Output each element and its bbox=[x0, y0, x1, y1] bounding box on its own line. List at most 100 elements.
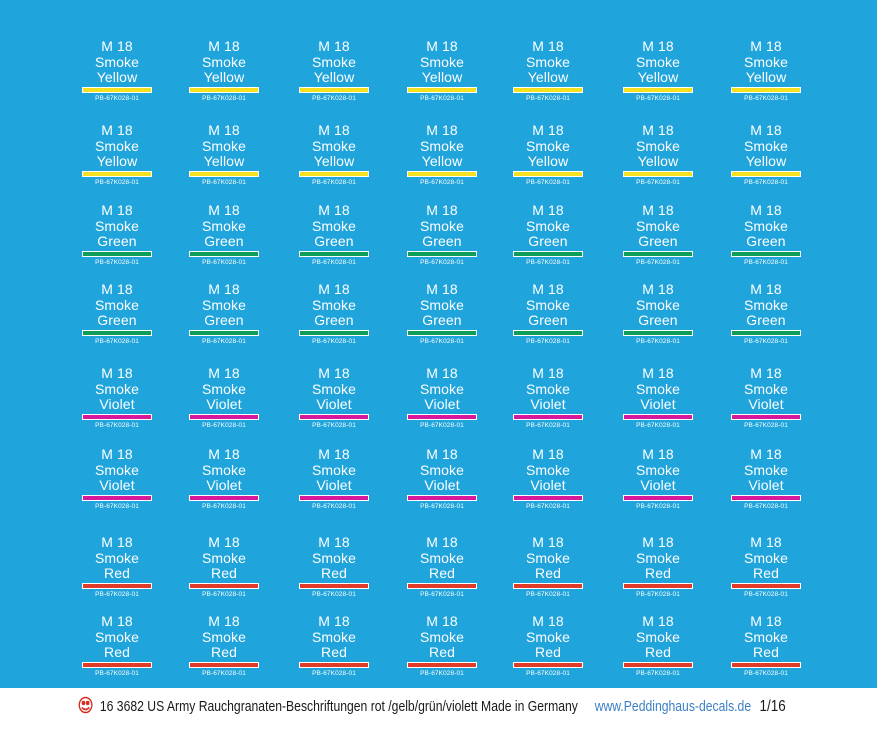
website-link[interactable]: www.Peddinghaus-decals.de bbox=[594, 699, 752, 715]
decal-type: Smoke bbox=[743, 53, 789, 70]
color-stripe bbox=[189, 86, 259, 93]
decal-code: PB-67K028-01 bbox=[95, 502, 139, 510]
decal-color: Yellow bbox=[96, 153, 138, 169]
color-stripe bbox=[82, 661, 152, 668]
decal-model: M 18 bbox=[318, 613, 350, 629]
decal-type: Smoke bbox=[419, 628, 465, 645]
color-stripe bbox=[189, 661, 259, 668]
color-stripe bbox=[299, 170, 369, 177]
decal-color: Yellow bbox=[421, 69, 463, 85]
decal-code: PB-67K028-01 bbox=[312, 590, 356, 598]
decal-green: M 18 Smoke Green PB-67K028-01 bbox=[292, 281, 376, 347]
decal-green: M 18 Smoke Green PB-67K028-01 bbox=[292, 202, 376, 268]
decal-type: Smoke bbox=[201, 628, 247, 645]
decal-model: M 18 bbox=[426, 365, 458, 381]
decal-green: M 18 Smoke Green PB-67K028-01 bbox=[506, 202, 590, 268]
decal-code: PB-67K028-01 bbox=[744, 421, 788, 429]
decal-violet: M 18 Smoke Violet PB-67K028-01 bbox=[400, 446, 484, 512]
decal-color: Violet bbox=[640, 477, 676, 493]
decal-color: Violet bbox=[316, 477, 352, 493]
decal-red: M 18 Smoke Red PB-67K028-01 bbox=[506, 534, 590, 600]
decal-code: PB-67K028-01 bbox=[744, 337, 788, 345]
decal-red: M 18 Smoke Red PB-67K028-01 bbox=[182, 534, 266, 600]
decal-code: PB-67K028-01 bbox=[312, 337, 356, 345]
decal-code: PB-67K028-01 bbox=[202, 502, 246, 510]
color-stripe bbox=[82, 250, 152, 257]
decal-color: Violet bbox=[530, 477, 566, 493]
decal-code: PB-67K028-01 bbox=[95, 258, 139, 266]
decal-violet: M 18 Smoke Violet PB-67K028-01 bbox=[616, 446, 700, 512]
decal-type: Smoke bbox=[419, 296, 465, 313]
color-stripe bbox=[189, 170, 259, 177]
decal-yellow: M 18 Smoke Yellow PB-67K028-01 bbox=[292, 38, 376, 104]
color-stripe bbox=[513, 250, 583, 257]
decal-color: Red bbox=[753, 565, 779, 581]
decal-yellow: M 18 Smoke Yellow PB-67K028-01 bbox=[724, 38, 808, 104]
peddinghaus-logo-icon bbox=[78, 696, 93, 714]
decal-color: Green bbox=[528, 312, 568, 328]
decal-model: M 18 bbox=[208, 534, 240, 550]
decal-type: Smoke bbox=[525, 217, 571, 234]
decal-model: M 18 bbox=[642, 38, 674, 54]
decal-color: Yellow bbox=[637, 69, 679, 85]
decal-yellow: M 18 Smoke Yellow PB-67K028-01 bbox=[182, 38, 266, 104]
decal-type: Smoke bbox=[743, 137, 789, 154]
decal-code: PB-67K028-01 bbox=[636, 669, 680, 677]
decal-type: Smoke bbox=[525, 380, 571, 397]
decal-green: M 18 Smoke Green PB-67K028-01 bbox=[400, 281, 484, 347]
decal-model: M 18 bbox=[642, 534, 674, 550]
decal-color: Violet bbox=[530, 396, 566, 412]
color-stripe bbox=[189, 494, 259, 501]
decal-model: M 18 bbox=[318, 122, 350, 138]
decal-model: M 18 bbox=[208, 613, 240, 629]
decal-type: Smoke bbox=[525, 628, 571, 645]
color-stripe bbox=[189, 413, 259, 420]
color-stripe bbox=[513, 661, 583, 668]
decal-color: Red bbox=[104, 644, 130, 660]
decal-code: PB-67K028-01 bbox=[95, 669, 139, 677]
decal-green: M 18 Smoke Green PB-67K028-01 bbox=[182, 281, 266, 347]
decal-model: M 18 bbox=[750, 281, 782, 297]
decal-type: Smoke bbox=[743, 549, 789, 566]
decal-yellow: M 18 Smoke Yellow PB-67K028-01 bbox=[506, 38, 590, 104]
decal-color: Green bbox=[97, 312, 137, 328]
scale-label: 1/16 bbox=[759, 698, 786, 715]
decal-color: Yellow bbox=[527, 153, 569, 169]
decal-model: M 18 bbox=[101, 446, 133, 462]
decal-color: Violet bbox=[316, 396, 352, 412]
decal-type: Smoke bbox=[743, 628, 789, 645]
decal-code: PB-67K028-01 bbox=[202, 337, 246, 345]
decal-code: PB-67K028-01 bbox=[526, 590, 570, 598]
decal-type: Smoke bbox=[94, 461, 140, 478]
decal-type: Smoke bbox=[419, 461, 465, 478]
decal-yellow: M 18 Smoke Yellow PB-67K028-01 bbox=[75, 122, 159, 188]
decal-code: PB-67K028-01 bbox=[526, 178, 570, 186]
footer-row: 16 3682 US Army Rauchgranaten-Beschriftu… bbox=[78, 696, 786, 716]
decal-color: Green bbox=[204, 233, 244, 249]
decal-model: M 18 bbox=[642, 202, 674, 218]
decal-code: PB-67K028-01 bbox=[95, 421, 139, 429]
decal-model: M 18 bbox=[318, 38, 350, 54]
decal-color: Yellow bbox=[527, 69, 569, 85]
decal-model: M 18 bbox=[208, 365, 240, 381]
color-stripe bbox=[189, 329, 259, 336]
decal-type: Smoke bbox=[525, 137, 571, 154]
decal-type: Smoke bbox=[419, 53, 465, 70]
decal-model: M 18 bbox=[208, 202, 240, 218]
decal-red: M 18 Smoke Red PB-67K028-01 bbox=[506, 613, 590, 679]
decal-color: Green bbox=[204, 312, 244, 328]
decal-green: M 18 Smoke Green PB-67K028-01 bbox=[75, 202, 159, 268]
decal-code: PB-67K028-01 bbox=[312, 421, 356, 429]
decal-code: PB-67K028-01 bbox=[312, 502, 356, 510]
decal-green: M 18 Smoke Green PB-67K028-01 bbox=[724, 202, 808, 268]
decal-code: PB-67K028-01 bbox=[526, 669, 570, 677]
decal-code: PB-67K028-01 bbox=[526, 94, 570, 102]
decal-model: M 18 bbox=[642, 365, 674, 381]
decal-code: PB-67K028-01 bbox=[636, 590, 680, 598]
decal-color: Green bbox=[314, 312, 354, 328]
color-stripe bbox=[407, 250, 477, 257]
decal-model: M 18 bbox=[532, 365, 564, 381]
decal-code: PB-67K028-01 bbox=[202, 258, 246, 266]
decal-code: PB-67K028-01 bbox=[420, 669, 464, 677]
